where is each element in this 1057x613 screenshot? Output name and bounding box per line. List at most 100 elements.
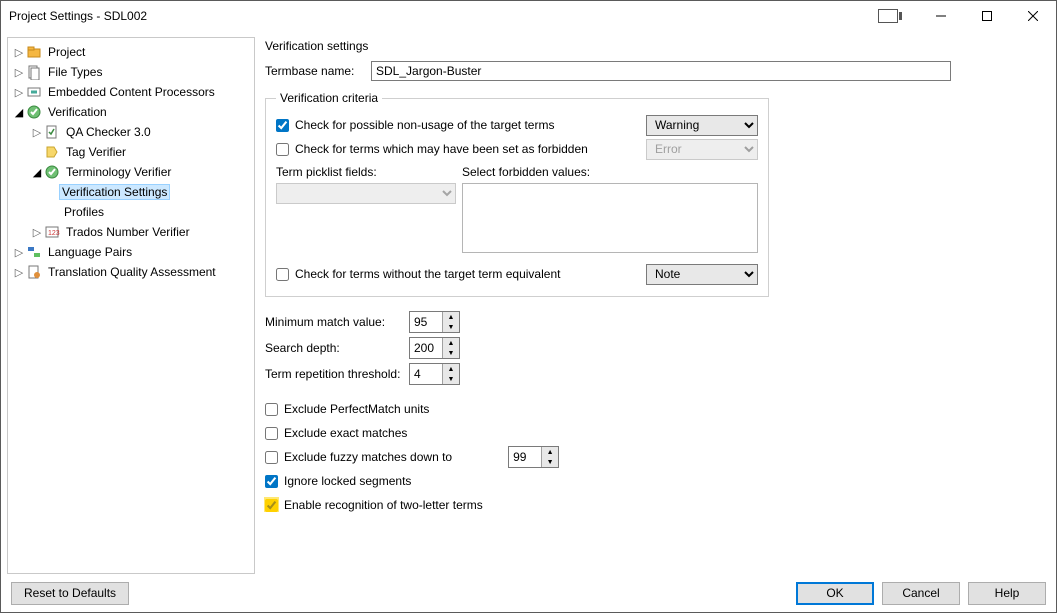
tree-item-label: Terminology Verifier xyxy=(66,165,171,179)
language-pairs-icon xyxy=(26,244,42,260)
check-forbidden-checkbox[interactable] xyxy=(276,143,289,156)
exclude-perfectmatch-label: Exclude PerfectMatch units xyxy=(284,402,429,416)
check-no-equivalent-checkbox[interactable] xyxy=(276,268,289,281)
rep-threshold-input[interactable] xyxy=(410,364,442,384)
spin-down-button[interactable]: ▼ xyxy=(443,374,459,384)
embedded-icon xyxy=(26,84,42,100)
exclude-exact-checkbox[interactable] xyxy=(265,427,278,440)
tree-item-label: Language Pairs xyxy=(48,245,132,259)
search-depth-input[interactable] xyxy=(410,338,442,358)
expand-icon[interactable]: ▷ xyxy=(12,45,26,59)
spin-up-button[interactable]: ▲ xyxy=(443,338,459,348)
tree-item-qa-checker[interactable]: ▷ QA Checker 3.0 xyxy=(8,122,254,142)
tree-item-label: Embedded Content Processors xyxy=(48,85,215,99)
exclude-fuzzy-checkbox[interactable] xyxy=(265,451,278,464)
exclude-perfectmatch-checkbox[interactable] xyxy=(265,403,278,416)
min-match-input[interactable] xyxy=(410,312,442,332)
tree-item-tqa[interactable]: ▷ Translation Quality Assessment xyxy=(8,262,254,282)
min-match-label: Minimum match value: xyxy=(265,315,409,329)
spin-down-button[interactable]: ▼ xyxy=(443,348,459,358)
tqa-icon xyxy=(26,264,42,280)
ignore-locked-checkbox[interactable] xyxy=(265,475,278,488)
tree-item-language-pairs[interactable]: ▷ Language Pairs xyxy=(8,242,254,262)
no-equivalent-severity-select[interactable]: Note xyxy=(646,264,758,285)
min-match-spinner[interactable]: ▲▼ xyxy=(409,311,460,333)
spin-up-button[interactable]: ▲ xyxy=(542,447,558,457)
tree-item-label: Verification xyxy=(48,105,107,119)
expand-icon[interactable]: ▷ xyxy=(12,85,26,99)
verification-icon xyxy=(26,104,42,120)
titlebar: Project Settings - SDL002 xyxy=(1,1,1056,31)
expand-icon[interactable]: ▷ xyxy=(30,125,44,139)
tree-item-label: Trados Number Verifier xyxy=(66,225,190,239)
expand-icon[interactable]: ▷ xyxy=(30,225,44,239)
exclude-fuzzy-spinner[interactable]: ▲▼ xyxy=(508,446,559,468)
tree-item-project[interactable]: ▷ Project xyxy=(8,42,254,62)
tree-item-file-types[interactable]: ▷ File Types xyxy=(8,62,254,82)
termbase-name-label: Termbase name: xyxy=(265,64,363,78)
exclude-fuzzy-label: Exclude fuzzy matches down to xyxy=(284,450,452,464)
navigation-tree[interactable]: ▷ Project ▷ File Types xyxy=(7,37,255,574)
check-non-usage-label: Check for possible non-usage of the targ… xyxy=(295,118,554,132)
expand-icon[interactable]: ▷ xyxy=(12,65,26,79)
tree-item-terminology-verifier[interactable]: ◢ Terminology Verifier xyxy=(8,162,254,182)
exclude-fuzzy-input[interactable] xyxy=(509,447,541,467)
tree-item-embedded[interactable]: ▷ Embedded Content Processors xyxy=(8,82,254,102)
project-icon xyxy=(26,44,42,60)
non-usage-severity-select[interactable]: Warning xyxy=(646,115,758,136)
verification-criteria-group: Verification criteria Check for possible… xyxy=(265,91,769,297)
rep-threshold-label: Term repetition threshold: xyxy=(265,367,409,381)
collapse-icon[interactable]: ◢ xyxy=(30,165,44,179)
forbidden-values-label: Select forbidden values: xyxy=(462,165,758,183)
svg-text:123: 123 xyxy=(48,230,60,237)
tree-item-label: Profiles xyxy=(64,205,104,219)
check-forbidden-label: Check for terms which may have been set … xyxy=(295,142,588,156)
tree-item-profiles[interactable]: Profiles xyxy=(8,202,254,222)
tree-item-label: Tag Verifier xyxy=(66,145,126,159)
termbase-name-input[interactable] xyxy=(371,61,951,81)
expand-icon[interactable]: ▷ xyxy=(12,245,26,259)
dialog-footer: Reset to Defaults OK Cancel Help xyxy=(1,574,1056,612)
criteria-legend: Verification criteria xyxy=(276,91,382,105)
spin-up-button[interactable]: ▲ xyxy=(443,364,459,374)
panel-heading: Verification settings xyxy=(265,39,1046,53)
spin-down-button[interactable]: ▼ xyxy=(443,322,459,332)
window-title: Project Settings - SDL002 xyxy=(9,9,147,23)
cancel-button[interactable]: Cancel xyxy=(882,582,960,605)
rep-threshold-spinner[interactable]: ▲▼ xyxy=(409,363,460,385)
maximize-button[interactable] xyxy=(964,1,1010,31)
forbidden-values-box xyxy=(462,183,758,253)
tree-item-label: File Types xyxy=(48,65,102,79)
spin-up-button[interactable]: ▲ xyxy=(443,312,459,322)
tree-item-verification-settings[interactable]: Verification Settings xyxy=(8,182,254,202)
tree-item-tag-verifier[interactable]: Tag Verifier xyxy=(8,142,254,162)
qa-checker-icon xyxy=(44,124,60,140)
tree-item-label: QA Checker 3.0 xyxy=(66,125,151,139)
spin-down-button[interactable]: ▼ xyxy=(542,457,558,467)
expand-icon[interactable]: ▷ xyxy=(12,265,26,279)
picklist-fields-select xyxy=(276,183,456,204)
check-non-usage-checkbox[interactable] xyxy=(276,119,289,132)
file-types-icon xyxy=(26,64,42,80)
tree-item-number-verifier[interactable]: ▷ 123 Trados Number Verifier xyxy=(8,222,254,242)
tag-verifier-icon xyxy=(44,144,60,160)
enable-two-letter-checkbox[interactable] xyxy=(265,499,278,512)
tree-item-verification[interactable]: ◢ Verification xyxy=(8,102,254,122)
check-no-equivalent-label: Check for terms without the target term … xyxy=(295,267,560,281)
reset-defaults-button[interactable]: Reset to Defaults xyxy=(11,582,129,605)
search-depth-spinner[interactable]: ▲▼ xyxy=(409,337,460,359)
search-depth-label: Search depth: xyxy=(265,341,409,355)
minimize-button[interactable] xyxy=(918,1,964,31)
picklist-fields-label: Term picklist fields: xyxy=(276,165,456,183)
input-indicator-icon xyxy=(878,9,898,23)
ok-button[interactable]: OK xyxy=(796,582,874,605)
exclude-exact-label: Exclude exact matches xyxy=(284,426,407,440)
forbidden-severity-select: Error xyxy=(646,139,758,160)
terminology-verifier-icon xyxy=(44,164,60,180)
tree-item-label: Verification Settings xyxy=(62,185,167,199)
settings-panel: Verification settings Termbase name: Ver… xyxy=(261,37,1050,574)
ignore-locked-label: Ignore locked segments xyxy=(284,474,411,488)
collapse-icon[interactable]: ◢ xyxy=(12,105,26,119)
help-button[interactable]: Help xyxy=(968,582,1046,605)
close-button[interactable] xyxy=(1010,1,1056,31)
